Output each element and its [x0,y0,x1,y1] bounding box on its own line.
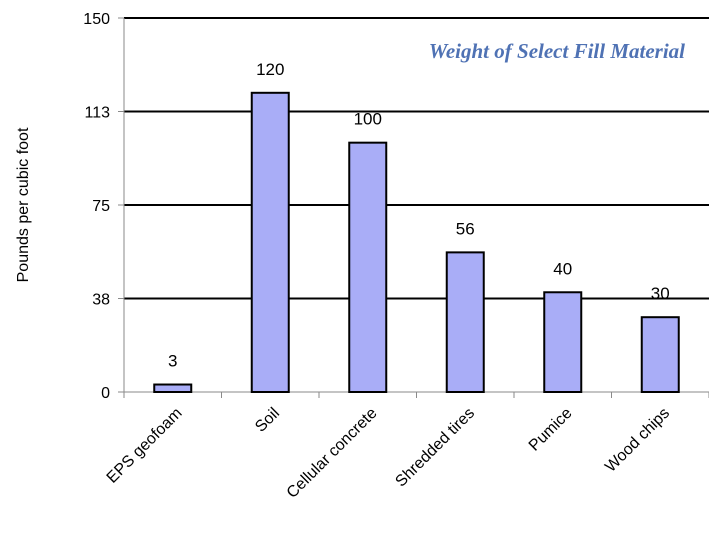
chart-title: Weight of Select Fill Material [429,39,685,63]
bar [250,91,290,394]
x-tick-label: Shredded tires [392,405,478,491]
y-tick-label: 75 [92,198,110,215]
data-label: 56 [456,219,475,238]
gridlines [124,17,709,300]
data-labels: 3 120 100 56 40 30 [168,60,670,371]
y-tick-label: 150 [83,11,110,28]
x-tick-label: Wood chips [602,405,673,476]
bar [153,383,193,393]
x-tick-label: Cellular concrete [284,405,381,502]
data-label: 30 [651,284,670,303]
bar [640,316,680,394]
bar [543,291,583,393]
bar [348,141,388,393]
axes [118,17,709,398]
bar [445,251,485,393]
x-tick-label: EPS geofoam [104,405,186,487]
data-label: 120 [256,60,284,79]
bars [153,91,680,394]
y-tick-label: 38 [92,292,110,309]
y-tick-labels: 0 38 75 113 150 [83,11,110,402]
x-tick-label: Pumice [526,405,576,455]
data-label: 100 [354,110,382,129]
y-tick-label: 0 [101,385,110,402]
data-label: 40 [553,259,572,278]
y-axis-label: Pounds per cubic foot [15,127,32,282]
x-tick-label: Soil [252,405,283,436]
data-label: 3 [168,352,177,371]
x-tick-labels: EPS geofoam Soil Cellular concrete Shredded… [104,405,673,502]
y-tick-label: 113 [84,105,110,122]
